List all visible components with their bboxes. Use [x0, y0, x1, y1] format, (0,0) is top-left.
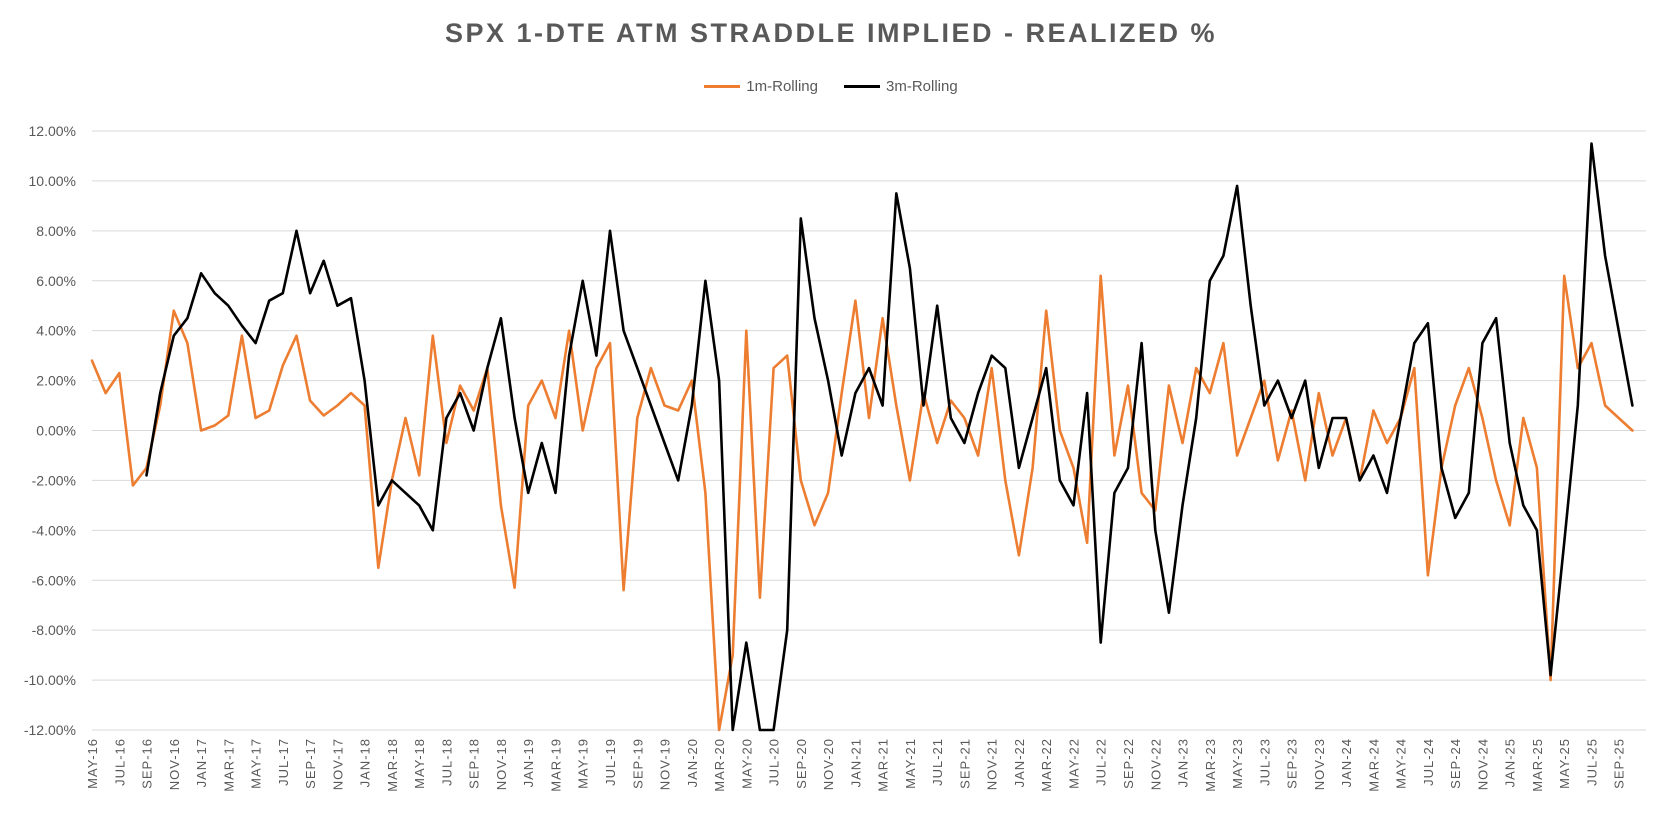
- x-tick-label: NOV-24: [1475, 738, 1490, 790]
- x-tick-label: JUL-24: [1421, 738, 1436, 786]
- x-tick-label: JAN-18: [358, 738, 373, 787]
- x-tick-label: NOV-17: [330, 738, 345, 790]
- x-tick-label: NOV-18: [494, 738, 509, 790]
- x-tick-label: MAY-22: [1066, 738, 1081, 789]
- x-tick-label: SEP-24: [1448, 738, 1463, 789]
- y-tick-label: -12.00%: [24, 722, 76, 738]
- legend-item-3m[interactable]: 3m-Rolling: [844, 78, 958, 95]
- x-tick-label: SEP-19: [630, 738, 645, 789]
- x-tick-label: NOV-19: [658, 738, 673, 790]
- y-tick-label: -4.00%: [32, 522, 76, 538]
- legend-swatch-3m: [844, 85, 880, 88]
- x-tick-label: MAR-23: [1203, 738, 1218, 792]
- x-tick-label: MAY-21: [903, 738, 918, 789]
- legend-label-3m: 3m-Rolling: [886, 78, 958, 95]
- x-tick-label: JAN-21: [848, 738, 863, 787]
- x-tick-label: NOV-22: [1148, 738, 1163, 790]
- x-tick-label: SEP-18: [467, 738, 482, 789]
- x-tick-label: NOV-23: [1312, 738, 1327, 790]
- x-tick-label: MAY-17: [249, 738, 264, 789]
- x-tick-label: MAR-17: [221, 738, 236, 792]
- y-tick-label: 10.00%: [29, 173, 76, 189]
- x-tick-label: MAR-20: [712, 738, 727, 792]
- x-tick-label: JUL-18: [439, 738, 454, 786]
- x-tick-label: SEP-23: [1285, 738, 1300, 789]
- x-tick-label: MAR-25: [1530, 738, 1545, 792]
- series-line-1m-rolling: [90, 274, 1634, 732]
- y-tick-label: -2.00%: [32, 472, 76, 488]
- x-tick-label: SEP-21: [957, 738, 972, 789]
- y-tick-label: -8.00%: [32, 622, 76, 638]
- legend-swatch-1m: [704, 85, 741, 88]
- x-tick-label: SEP-16: [140, 738, 155, 789]
- x-tick-label: JAN-25: [1503, 738, 1518, 787]
- y-tick-label: 12.00%: [29, 123, 76, 139]
- x-tick-label: MAY-16: [85, 738, 100, 789]
- x-tick-label: MAR-24: [1366, 738, 1381, 792]
- y-tick-label: 6.00%: [36, 273, 76, 289]
- x-tick-label: NOV-20: [821, 738, 836, 790]
- x-tick-label: JUL-22: [1094, 738, 1109, 786]
- x-tick-label: MAY-24: [1394, 738, 1409, 789]
- x-tick-label: MAR-19: [548, 738, 563, 792]
- x-tick-label: NOV-16: [167, 738, 182, 790]
- x-tick-label: JAN-20: [685, 738, 700, 787]
- x-tick-label: JUL-23: [1257, 738, 1272, 786]
- x-tick-label: MAR-21: [876, 738, 891, 792]
- x-tick-label: SEP-22: [1121, 738, 1136, 789]
- legend: 1m-Rolling 3m-Rolling: [0, 78, 1662, 95]
- y-tick-label: 0.00%: [36, 423, 76, 439]
- x-tick-label: JAN-23: [1176, 738, 1191, 787]
- x-tick-label: JUL-19: [603, 738, 618, 786]
- x-tick-label: JUL-21: [930, 738, 945, 786]
- x-tick-label: NOV-21: [985, 738, 1000, 790]
- x-tick-label: JUL-16: [112, 738, 127, 786]
- x-tick-label: MAY-19: [576, 738, 591, 789]
- x-tick-label: SEP-20: [794, 738, 809, 789]
- x-tick-label: JAN-17: [194, 738, 209, 787]
- x-tick-label: JUL-20: [767, 738, 782, 786]
- y-tick-label: 2.00%: [36, 373, 76, 389]
- x-tick-label: SEP-17: [303, 738, 318, 789]
- x-tick-label: JAN-19: [521, 738, 536, 787]
- x-tick-label: MAY-25: [1557, 738, 1572, 789]
- x-tick-label: MAY-18: [412, 738, 427, 789]
- x-tick-label: SEP-25: [1612, 738, 1627, 789]
- y-tick-label: 4.00%: [36, 323, 76, 339]
- series-line-3m-rolling: [145, 142, 1634, 732]
- y-tick-label: -6.00%: [32, 572, 76, 588]
- x-tick-label: JAN-24: [1339, 738, 1354, 787]
- x-tick-label: MAY-23: [1230, 738, 1245, 789]
- x-tick-label: JAN-22: [1012, 738, 1027, 787]
- x-tick-label: MAR-18: [385, 738, 400, 792]
- y-tick-label: -10.00%: [24, 672, 76, 688]
- x-tick-label: MAY-20: [739, 738, 754, 789]
- legend-item-1m[interactable]: 1m-Rolling: [704, 78, 818, 95]
- x-tick-label: JUL-25: [1584, 738, 1599, 786]
- legend-label-1m: 1m-Rolling: [746, 78, 818, 95]
- x-tick-label: JUL-17: [276, 738, 291, 786]
- chart-title: SPX 1-DTE ATM STRADDLE IMPLIED - REALIZE…: [444, 18, 1218, 48]
- y-tick-label: 8.00%: [36, 223, 76, 239]
- x-tick-label: MAR-22: [1039, 738, 1054, 792]
